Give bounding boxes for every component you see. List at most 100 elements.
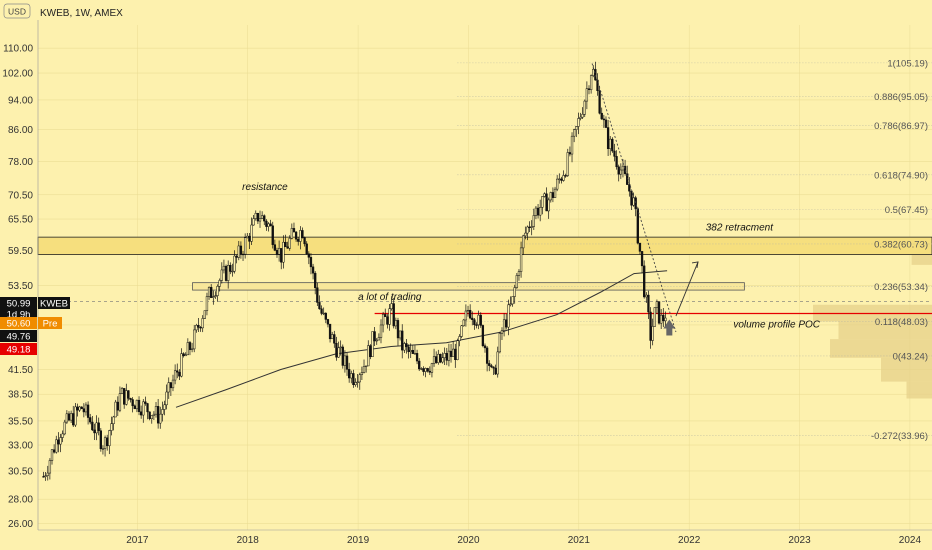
candle-body <box>74 406 77 426</box>
y-tick-label: 110.00 <box>3 44 33 55</box>
candle-body <box>575 126 578 130</box>
candle-body <box>148 411 151 419</box>
candle-body <box>356 381 359 383</box>
candle-body <box>437 353 440 363</box>
candle-body <box>479 314 482 326</box>
volume-profile-bar <box>830 339 932 358</box>
candle-body <box>214 295 217 297</box>
candle-body <box>341 346 344 366</box>
candle-body <box>250 224 253 242</box>
x-tick-label: 2024 <box>899 535 922 546</box>
candle-body <box>180 353 183 377</box>
candle-body <box>328 323 332 340</box>
candle-body <box>108 430 111 447</box>
candle-body <box>152 413 156 416</box>
candle-body <box>106 437 109 447</box>
projection-arrow-line <box>675 261 699 317</box>
candle-body <box>161 409 164 415</box>
candle-body <box>367 345 370 367</box>
candle-body <box>511 296 514 305</box>
candle-body <box>89 417 92 423</box>
candle-body <box>481 325 485 347</box>
candle-body <box>307 253 310 258</box>
candle-body <box>394 320 398 327</box>
candle-body <box>490 365 493 368</box>
candle-body <box>267 223 270 227</box>
candle-body <box>135 399 139 410</box>
y-tick-label: 41.50 <box>8 365 33 376</box>
y-tick-label: 53.50 <box>8 281 33 292</box>
candle-body <box>630 190 633 206</box>
candle-body <box>422 368 425 372</box>
candle-body <box>547 199 550 212</box>
candle-body <box>269 223 272 227</box>
candle-body <box>640 251 644 267</box>
congestion-box <box>192 282 745 291</box>
candle-body <box>57 439 60 445</box>
candle-body <box>660 314 663 324</box>
candle-body <box>649 311 652 341</box>
candle-body <box>468 309 472 319</box>
y-tick-label: 86.00 <box>8 125 33 136</box>
candle-body <box>186 342 189 356</box>
fib-level-label: 1(105.19) <box>887 58 928 69</box>
candle-body <box>86 404 90 418</box>
candle-body <box>443 353 446 358</box>
fib-level-label: 0.118(48.03) <box>875 317 928 328</box>
header: USD KWEB, 1W, AMEX <box>3 3 123 19</box>
y-axis[interactable]: 110.00 102.00 94.00 86.00 78.00 70.50 65.50 59.… <box>2 20 39 530</box>
y-tick-label: 38.50 <box>8 390 33 401</box>
candle-body <box>297 238 300 242</box>
candle-body <box>195 325 198 331</box>
candle-body <box>199 327 202 329</box>
candle-body <box>604 119 608 128</box>
candle-body <box>229 264 232 272</box>
candle-body <box>592 69 595 76</box>
downtrend-line <box>591 63 677 333</box>
candle-body <box>613 150 616 157</box>
candle-body <box>655 301 659 308</box>
candle-body <box>407 346 410 353</box>
candle-body <box>156 406 160 424</box>
fib-level-label: 0.236(53.34) <box>874 282 928 293</box>
candle-body <box>144 401 147 404</box>
candle-body <box>118 393 122 411</box>
candle-body <box>305 243 308 255</box>
candle-body <box>526 226 529 234</box>
candle-body <box>426 368 429 372</box>
candle-body <box>165 391 168 406</box>
candle-body <box>326 319 330 325</box>
fib-level-label: 0.786(86.97) <box>874 121 928 132</box>
candle-body <box>492 366 495 369</box>
candle-body <box>201 318 204 329</box>
price-label-text: 50.99 <box>7 299 31 310</box>
candle-body <box>460 325 463 337</box>
candle-body <box>52 449 56 453</box>
candle-body <box>154 406 158 415</box>
candle-body <box>303 237 306 245</box>
candle-body <box>203 310 206 319</box>
candle-body <box>44 475 47 477</box>
candle-body <box>318 302 321 310</box>
candle-body <box>125 390 128 405</box>
fib-level-label: 0.382(60.73) <box>874 239 928 250</box>
candle-body <box>428 370 431 373</box>
candle-body <box>515 275 518 288</box>
currency-badge[interactable] <box>3 3 31 19</box>
y-tick-label: 102.00 <box>2 69 33 80</box>
x-axis[interactable]: 2017 2018 2019 2020 2021 2022 2023 2024 <box>38 529 932 546</box>
y-tick-label: 94.00 <box>8 95 33 106</box>
candle-body <box>466 309 470 312</box>
candle-body <box>647 294 650 313</box>
candle-body <box>524 232 527 237</box>
moving-average <box>175 270 668 408</box>
candle-body <box>388 308 391 325</box>
candle-body <box>543 193 546 197</box>
candles <box>42 61 667 481</box>
candle-body <box>290 228 294 239</box>
price-label-text: 49.76 <box>7 332 31 343</box>
candle-body <box>477 314 480 326</box>
candle-body <box>169 382 173 389</box>
y-tick-label: 70.50 <box>8 190 33 201</box>
